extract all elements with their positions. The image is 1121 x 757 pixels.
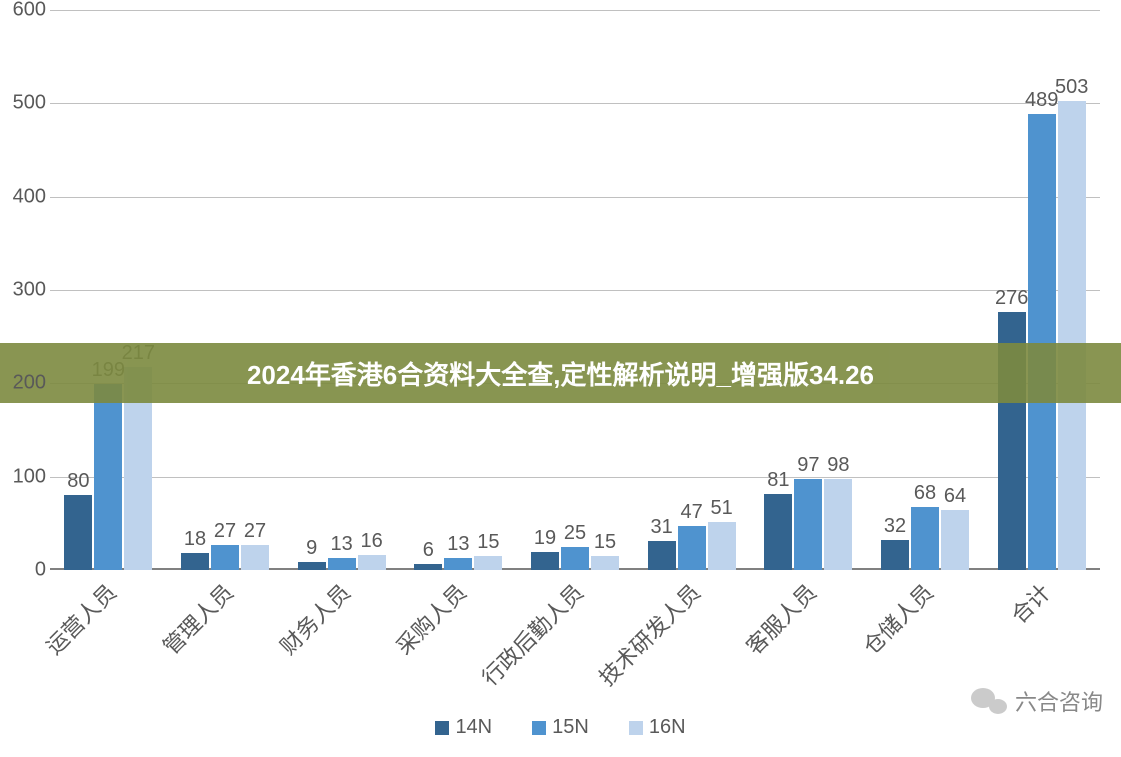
bar: 9 [298, 562, 326, 570]
watermark-text: 六合咨询 [1015, 685, 1103, 717]
bar: 51 [708, 522, 736, 570]
bar-value-label: 47 [681, 501, 703, 524]
bar-value-label: 9 [306, 537, 317, 560]
watermark: 六合咨询 [971, 685, 1103, 717]
bar-value-label: 64 [944, 485, 966, 508]
wechat-icon [971, 686, 1007, 716]
legend-swatch [629, 721, 643, 735]
category-group: 192515 [531, 547, 619, 570]
bar-value-label: 27 [244, 520, 266, 543]
bar: 68 [911, 507, 939, 570]
bar: 489 [1028, 114, 1056, 570]
bar: 98 [824, 479, 852, 570]
bar: 15 [474, 556, 502, 570]
category-group: 314751 [648, 522, 736, 570]
overlay-banner: 2024年香港6合资料大全查,定性解析说明_增强版34.26 [0, 343, 1121, 403]
overlay-text: 2024年香港6合资料大全查,定性解析说明_增强版34.26 [247, 355, 874, 392]
bar-value-label: 18 [184, 528, 206, 551]
bar: 32 [881, 540, 909, 570]
bar-value-label: 503 [1055, 76, 1088, 99]
bar-value-label: 19 [534, 527, 556, 550]
bar-value-label: 97 [797, 454, 819, 477]
xtick-label: 仓储人员 [855, 576, 940, 661]
xtick-label: 采购人员 [388, 576, 473, 661]
bar: 47 [678, 526, 706, 570]
legend-label: 16N [649, 716, 686, 739]
bar-value-label: 68 [914, 482, 936, 505]
category-group: 61315 [414, 556, 502, 570]
bar: 15 [591, 556, 619, 570]
bar: 19 [531, 552, 559, 570]
bar: 81 [764, 494, 792, 570]
ytick-label: 400 [6, 185, 46, 208]
bar-value-label: 489 [1025, 89, 1058, 112]
bar: 27 [241, 545, 269, 570]
ytick-label: 100 [6, 465, 46, 488]
xtick-label: 客服人员 [738, 576, 823, 661]
bars-area: 8019921718272791316613151925153147518197… [50, 10, 1100, 570]
xtick-label: 运营人员 [38, 576, 123, 661]
legend-item: 16N [629, 716, 686, 739]
legend-item: 14N [435, 716, 492, 739]
bar: 97 [794, 479, 822, 570]
xtick-label: 行政后勤人员 [474, 576, 590, 692]
bar: 80 [64, 495, 92, 570]
category-group: 182727 [181, 545, 269, 570]
bar: 25 [561, 547, 589, 570]
bar-value-label: 32 [884, 515, 906, 538]
bar-value-label: 276 [995, 287, 1028, 310]
legend-swatch [532, 721, 546, 735]
bar-value-label: 15 [477, 531, 499, 554]
xtick-label: 财务人员 [271, 576, 356, 661]
ytick-label: 0 [6, 559, 46, 582]
chart-container: 8019921718272791316613151925153147518197… [0, 0, 1121, 757]
bar: 503 [1058, 101, 1086, 570]
bar-value-label: 81 [767, 469, 789, 492]
bar-value-label: 27 [214, 520, 236, 543]
category-group: 276489503 [998, 101, 1086, 570]
bar-value-label: 6 [423, 539, 434, 562]
category-group: 326864 [881, 507, 969, 570]
legend-label: 15N [552, 716, 589, 739]
bar: 16 [358, 555, 386, 570]
ytick-label: 600 [6, 0, 46, 22]
xtick-label: 管理人员 [155, 576, 240, 661]
bar: 6 [414, 564, 442, 570]
bar-value-label: 16 [361, 530, 383, 553]
category-group: 91316 [298, 555, 386, 570]
legend-item: 15N [532, 716, 589, 739]
legend-label: 14N [455, 716, 492, 739]
bar: 64 [941, 510, 969, 570]
bar: 27 [211, 545, 239, 570]
xtick-label: 技术研发人员 [590, 576, 706, 692]
xtick-label: 合计 [1003, 576, 1057, 630]
bar-value-label: 98 [827, 454, 849, 477]
bar-value-label: 13 [331, 533, 353, 556]
bar: 31 [648, 541, 676, 570]
ytick-label: 300 [6, 279, 46, 302]
bar: 18 [181, 553, 209, 570]
bar-value-label: 51 [711, 497, 733, 520]
bar: 13 [328, 558, 356, 570]
ytick-label: 500 [6, 92, 46, 115]
category-group: 819798 [764, 479, 852, 570]
ytick-label: 200 [6, 372, 46, 395]
legend: 14N 15N 16N [0, 716, 1121, 739]
bar-value-label: 13 [447, 533, 469, 556]
bar-value-label: 25 [564, 522, 586, 545]
bar: 199 [94, 384, 122, 570]
legend-swatch [435, 721, 449, 735]
bar: 13 [444, 558, 472, 570]
bar-value-label: 15 [594, 531, 616, 554]
bar-value-label: 80 [67, 470, 89, 493]
bar-value-label: 31 [651, 516, 673, 539]
